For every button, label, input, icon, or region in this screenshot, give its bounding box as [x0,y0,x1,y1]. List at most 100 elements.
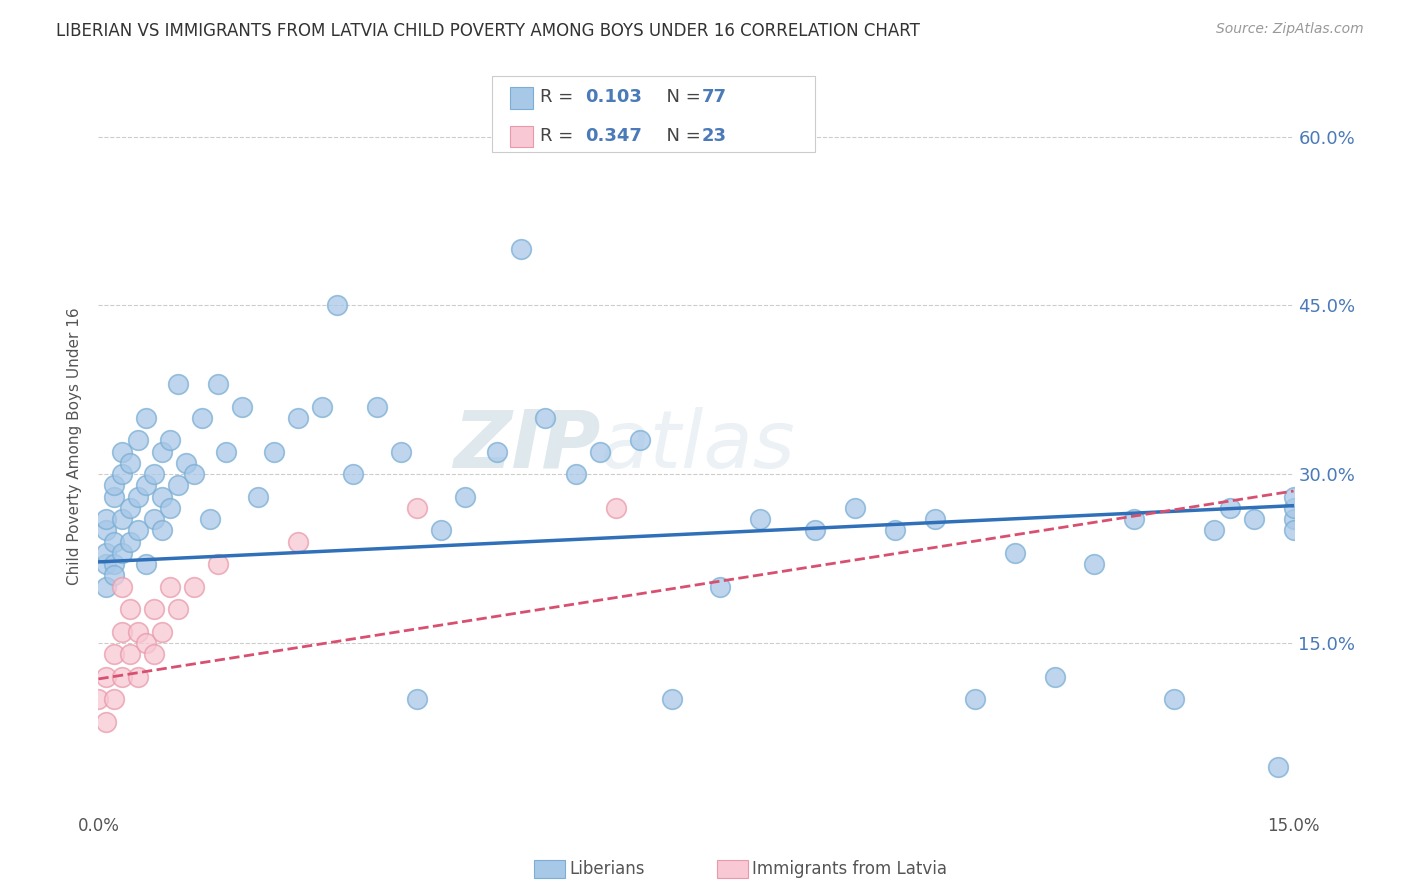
Point [143,602,166,616]
Point [111,624,134,639]
Point [207,377,229,392]
Point [1282,490,1305,504]
Point [748,512,770,526]
Point [430,524,453,538]
Text: LIBERIAN VS IMMIGRANTS FROM LATVIA CHILD POVERTY AMONG BOYS UNDER 16 CORRELATION: LIBERIAN VS IMMIGRANTS FROM LATVIA CHILD… [56,22,920,40]
Point [111,444,134,458]
Point [963,692,986,706]
Point [135,557,157,571]
Point [127,670,149,684]
Point [135,636,157,650]
Point [804,524,827,538]
Point [96,557,118,571]
Point [326,298,349,312]
Point [844,500,866,515]
Point [120,647,142,661]
Point [565,467,588,482]
Text: 23: 23 [702,127,727,145]
Text: Immigrants from Latvia: Immigrants from Latvia [752,860,948,878]
Point [127,490,149,504]
Text: Liberians: Liberians [569,860,645,878]
Point [1282,500,1305,515]
Text: R =: R = [540,127,579,145]
Point [1243,512,1265,526]
Point [159,580,181,594]
Point [127,524,149,538]
Point [1123,512,1146,526]
Point [167,377,190,392]
Point [167,602,190,616]
Point [215,444,238,458]
Point [103,647,125,661]
Point [143,512,166,526]
Point [709,580,731,594]
Point [96,524,118,538]
Point [1282,512,1305,526]
Point [924,512,946,526]
Point [342,467,364,482]
Point [287,410,309,425]
Point [207,557,229,571]
Point [509,242,531,256]
Text: 0.103: 0.103 [585,88,641,106]
Text: Source: ZipAtlas.com: Source: ZipAtlas.com [1216,22,1364,37]
Point [263,444,285,458]
Point [159,500,181,515]
Point [183,580,205,594]
Point [1043,670,1066,684]
Point [120,602,142,616]
Point [1202,524,1225,538]
Point [661,692,683,706]
Point [135,410,157,425]
Point [87,692,110,706]
Point [191,410,214,425]
Point [311,400,333,414]
Point [127,624,149,639]
Y-axis label: Child Poverty Among Boys Under 16: Child Poverty Among Boys Under 16 [67,307,83,585]
Point [96,546,118,560]
Point [406,500,429,515]
Point [111,467,134,482]
Point [287,534,309,549]
Point [127,434,149,448]
Point [389,444,412,458]
Point [103,490,125,504]
Point [150,524,173,538]
Point [174,456,197,470]
Point [183,467,205,482]
Point [111,670,134,684]
Point [96,670,118,684]
Point [1267,760,1289,774]
Point [120,500,142,515]
Point [1083,557,1105,571]
Point [628,434,651,448]
Point [246,490,269,504]
Point [231,400,253,414]
Point [103,692,125,706]
Point [150,490,173,504]
Point [111,512,134,526]
Point [103,534,125,549]
Point [120,534,142,549]
Point [198,512,221,526]
Point [143,467,166,482]
Point [1004,546,1026,560]
Point [143,647,166,661]
Point [167,478,190,492]
Point [533,410,555,425]
Point [135,478,157,492]
Text: 0.347: 0.347 [585,127,641,145]
Text: N =: N = [655,127,707,145]
Text: ZIP: ZIP [453,407,600,485]
Point [884,524,907,538]
Point [96,714,118,729]
Text: 77: 77 [702,88,727,106]
Point [1219,500,1241,515]
Point [120,456,142,470]
Text: R =: R = [540,88,579,106]
Point [1163,692,1185,706]
Point [96,512,118,526]
Point [605,500,627,515]
Point [159,434,181,448]
Point [103,557,125,571]
